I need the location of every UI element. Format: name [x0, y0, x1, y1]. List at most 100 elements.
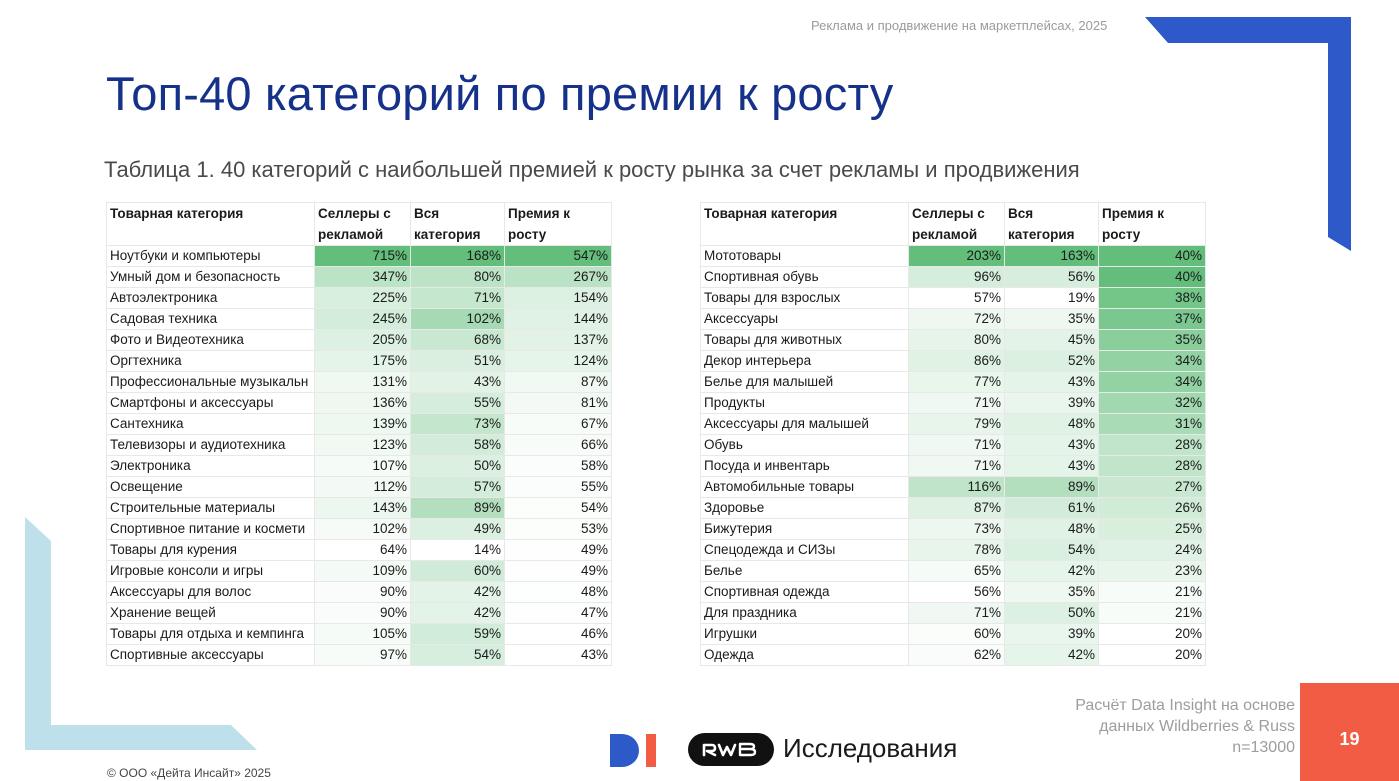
growth-premium-cell: 28%: [1098, 455, 1206, 477]
whole-category-cell: 71%: [410, 287, 505, 309]
sellers-with-ads-cell: 86%: [908, 350, 1005, 372]
category-cell: Спортивные аксессуары: [106, 644, 315, 666]
category-cell: Аксессуары для волос: [106, 581, 315, 603]
source-line: данных Wildberries & Russ: [1099, 718, 1295, 735]
growth-premium-cell: 67%: [504, 413, 612, 435]
table-row: Товары для отдыха и кемпинга 105% 59% 46%: [106, 623, 612, 645]
table-row: Фото и Видеотехника 205% 68% 137%: [106, 329, 612, 351]
growth-premium-cell: 58%: [504, 455, 612, 477]
sellers-with-ads-cell: 77%: [908, 371, 1005, 393]
copyright: © ООО «Дейта Инсайт» 2025: [107, 766, 271, 780]
growth-premium-cell: 28%: [1098, 434, 1206, 456]
whole-category-cell: 54%: [410, 644, 505, 666]
sellers-with-ads-cell: 79%: [908, 413, 1005, 435]
growth-premium-cell: 27%: [1098, 476, 1206, 498]
whole-category-cell: 35%: [1004, 581, 1099, 603]
category-cell: Мототовары: [700, 245, 909, 267]
table-row: Умный дом и безопасность 347% 80% 267%: [106, 266, 612, 288]
sellers-with-ads-cell: 96%: [908, 266, 1005, 288]
sellers-with-ads-cell: 136%: [314, 392, 411, 414]
category-cell: Игрушки: [700, 623, 909, 645]
table-row: Декор интерьера 86% 52% 34%: [700, 350, 1206, 372]
whole-category-cell: 39%: [1004, 392, 1099, 414]
column-header-whole-category: Вся категория: [410, 202, 505, 246]
column-header-growth-premium: Премия к росту: [1098, 202, 1206, 246]
table-row: Аксессуары 72% 35% 37%: [700, 308, 1206, 330]
sellers-with-ads-cell: 715%: [314, 245, 411, 267]
table-row: Одежда 62% 42% 20%: [700, 644, 1206, 666]
sellers-with-ads-cell: 112%: [314, 476, 411, 498]
sellers-with-ads-cell: 97%: [314, 644, 411, 666]
whole-category-cell: 43%: [1004, 371, 1099, 393]
whole-category-cell: 163%: [1004, 245, 1099, 267]
category-cell: Освещение: [106, 476, 315, 498]
whole-category-cell: 48%: [1004, 518, 1099, 540]
whole-category-cell: 42%: [1004, 560, 1099, 582]
growth-premium-cell: 38%: [1098, 287, 1206, 309]
growth-premium-cell: 37%: [1098, 308, 1206, 330]
table-row: Обувь 71% 43% 28%: [700, 434, 1206, 456]
whole-category-cell: 14%: [410, 539, 505, 561]
category-cell: Обувь: [700, 434, 909, 456]
growth-premium-cell: 54%: [504, 497, 612, 519]
whole-category-cell: 43%: [1004, 455, 1099, 477]
whole-category-cell: 54%: [1004, 539, 1099, 561]
table-caption: Таблица 1. 40 категорий с наибольшей пре…: [104, 157, 1080, 182]
sample-size: n=13000: [1232, 739, 1295, 756]
sellers-with-ads-cell: 60%: [908, 623, 1005, 645]
whole-category-cell: 52%: [1004, 350, 1099, 372]
table-row: Белье 65% 42% 23%: [700, 560, 1206, 582]
sellers-with-ads-cell: 203%: [908, 245, 1005, 267]
sellers-with-ads-cell: 116%: [908, 476, 1005, 498]
sellers-with-ads-cell: 64%: [314, 539, 411, 561]
whole-category-cell: 45%: [1004, 329, 1099, 351]
whole-category-cell: 50%: [1004, 602, 1099, 624]
growth-premium-cell: 81%: [504, 392, 612, 414]
table-row: Аксессуары для волос 90% 42% 48%: [106, 581, 612, 603]
category-cell: Одежда: [700, 644, 909, 666]
growth-premium-cell: 26%: [1098, 497, 1206, 519]
growth-premium-cell: 48%: [504, 581, 612, 603]
category-cell: Спортивная обувь: [700, 266, 909, 288]
growth-premium-cell: 53%: [504, 518, 612, 540]
growth-premium-cell: 47%: [504, 602, 612, 624]
table-row: Здоровье 87% 61% 26%: [700, 497, 1206, 519]
table-row: Автоэлектроника 225% 71% 154%: [106, 287, 612, 309]
sellers-with-ads-cell: 71%: [908, 602, 1005, 624]
column-header-category: Товарная категория: [700, 202, 909, 246]
whole-category-cell: 42%: [1004, 644, 1099, 666]
table-row: Игровые консоли и игры 109% 60% 49%: [106, 560, 612, 582]
whole-category-cell: 51%: [410, 350, 505, 372]
growth-premium-cell: 23%: [1098, 560, 1206, 582]
category-cell: Товары для отдыха и кемпинга: [106, 623, 315, 645]
category-cell: Товары для курения: [106, 539, 315, 561]
table-row: Телевизоры и аудиотехника 123% 58% 66%: [106, 434, 612, 456]
table-row: Хранение вещей 90% 42% 47%: [106, 602, 612, 624]
sellers-with-ads-cell: 131%: [314, 371, 411, 393]
sellers-with-ads-cell: 80%: [908, 329, 1005, 351]
whole-category-cell: 57%: [410, 476, 505, 498]
whole-category-cell: 73%: [410, 413, 505, 435]
logo-text: Исследования: [783, 733, 958, 763]
whole-category-cell: 58%: [410, 434, 505, 456]
table-row: Товары для курения 64% 14% 49%: [106, 539, 612, 561]
sellers-with-ads-cell: 65%: [908, 560, 1005, 582]
category-cell: Декор интерьера: [700, 350, 909, 372]
whole-category-cell: 68%: [410, 329, 505, 351]
category-cell: Бижутерия: [700, 518, 909, 540]
table-row: Профессиональные музыкальн 131% 43% 87%: [106, 371, 612, 393]
sellers-with-ads-cell: 71%: [908, 455, 1005, 477]
growth-premium-cell: 21%: [1098, 602, 1206, 624]
category-cell: Игровые консоли и игры: [106, 560, 315, 582]
growth-premium-cell: 40%: [1098, 266, 1206, 288]
table-row: Бижутерия 73% 48% 25%: [700, 518, 1206, 540]
growth-premium-cell: 43%: [504, 644, 612, 666]
growth-premium-cell: 55%: [504, 476, 612, 498]
whole-category-cell: 49%: [410, 518, 505, 540]
table-header-row: Товарная категория Селлеры с рекламой Вс…: [106, 202, 612, 246]
whole-category-cell: 56%: [1004, 266, 1099, 288]
category-cell: Строительные материалы: [106, 497, 315, 519]
sellers-with-ads-cell: 73%: [908, 518, 1005, 540]
growth-premium-cell: 34%: [1098, 371, 1206, 393]
whole-category-cell: 55%: [410, 392, 505, 414]
